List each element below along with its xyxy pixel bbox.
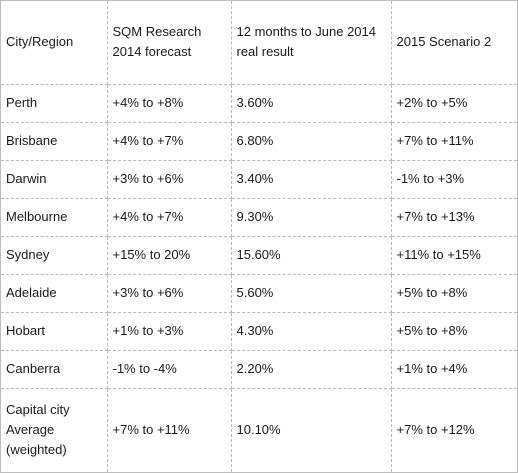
table-header-row: City/Region SQM Research 2014 forecast 1… (1, 1, 517, 85)
cell-scenario-2015: +5% to +8% (391, 312, 517, 351)
cell-scenario-2015: +7% to +13% (391, 198, 517, 237)
cell-city: Adelaide (1, 274, 108, 313)
cell-scenario-2015: +1% to +4% (391, 350, 517, 389)
cell-result-june-2014: 4.30% (231, 312, 392, 351)
table-row: Adelaide +3% to +6% 5.60% +5% to +8% (1, 274, 517, 313)
cell-result-june-2014: 15.60% (231, 236, 392, 275)
table-row: Melbourne +4% to +7% 9.30% +7% to +13% (1, 198, 517, 237)
cell-scenario-2015: +2% to +5% (391, 84, 517, 123)
cell-forecast-2014: -1% to -4% (107, 350, 232, 389)
cell-city: Hobart (1, 312, 108, 351)
cell-scenario-2015: +7% to +12% (396, 422, 475, 438)
header-sqm-forecast-2014: SQM Research 2014 forecast (107, 1, 232, 85)
cell-scenario-2015: +11% to +15% (391, 236, 517, 275)
cell-city: Canberra (1, 350, 108, 389)
cell-result-june-2014: 3.40% (231, 160, 392, 199)
cell-forecast-2014: +1% to +3% (107, 312, 232, 351)
cell-city: Darwin (1, 160, 108, 199)
cell-forecast-2014: +4% to +8% (107, 84, 232, 123)
table-row: Hobart +1% to +3% 4.30% +5% to +8% (1, 312, 517, 351)
cell-city: Melbourne (1, 198, 108, 237)
table-row: Canberra -1% to -4% 2.20% +1% to +4% (1, 350, 517, 389)
header-scenario-2015: 2015 Scenario 2 (391, 1, 517, 85)
table-row: Perth +4% to +8% 3.60% +2% to +5% (1, 84, 517, 123)
table-row: Sydney +15% to 20% 15.60% +11% to +15% (1, 236, 517, 275)
cell-forecast-2014: +3% to +6% (107, 274, 232, 313)
cell-forecast-2014: +15% to 20% (107, 236, 232, 275)
cell-scenario-2015: +7% to +11% (391, 122, 517, 161)
cell-city: Sydney (1, 236, 108, 275)
cell-forecast-2014: +4% to +7% (107, 198, 232, 237)
table-row: Brisbane +4% to +7% 6.80% +7% to +11% (1, 122, 517, 161)
cell-result-june-2014: 3.60% (231, 84, 392, 123)
cell-forecast-2014: +4% to +7% (107, 122, 232, 161)
cell-scenario-2015: +5% to +8% (391, 274, 517, 313)
cell-result-june-2014: 9.30% (231, 198, 392, 237)
cell-result-june-2014: 2.20% (231, 350, 392, 389)
cell-result-june-2014: 6.80% (231, 122, 392, 161)
cell-result-june-2014: 5.60% (231, 274, 392, 313)
table-row: Capital city Average (weighted) +7% to +… (1, 388, 517, 472)
cell-city: Brisbane (1, 122, 108, 161)
cell-forecast-2014: +7% to +11% (107, 388, 232, 472)
cell-city: Capital city Average (weighted) (1, 388, 108, 472)
header-city-region: City/Region (1, 1, 108, 85)
header-real-result-june-2014: 12 months to June 2014 real result (231, 1, 392, 85)
cell-city: Perth (1, 84, 108, 123)
table-row: Darwin +3% to +6% 3.40% -1% to +3% (1, 160, 517, 199)
cell-scenario-2015: -1% to +3% (391, 160, 517, 199)
cell-forecast-2014: +3% to +6% (107, 160, 232, 199)
cell-result-june-2014: 10.10% (231, 388, 392, 472)
